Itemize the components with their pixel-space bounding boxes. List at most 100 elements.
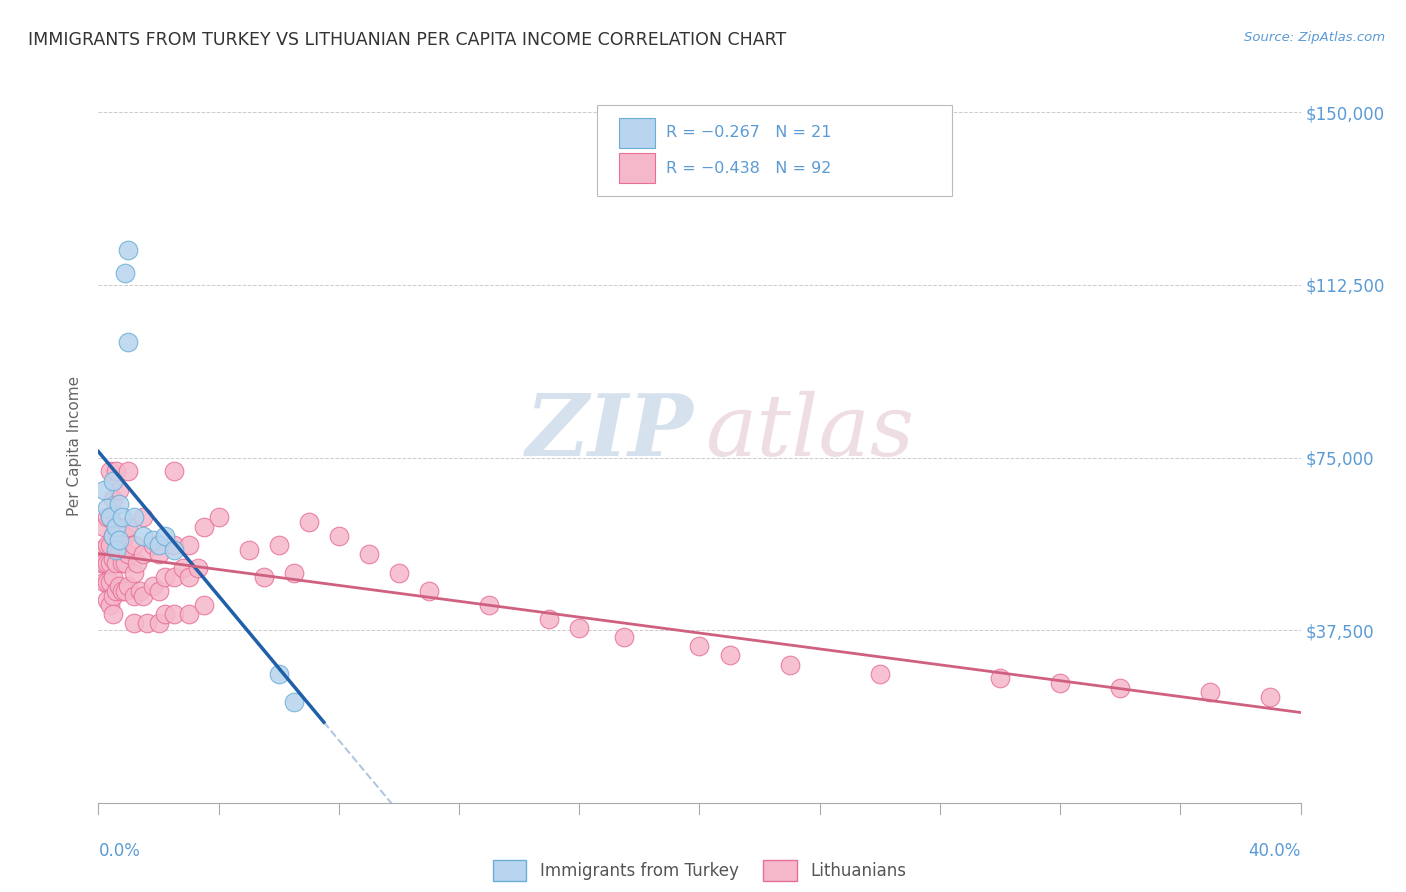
Text: ZIP: ZIP <box>526 390 693 474</box>
Point <box>117 464 139 478</box>
Point <box>96 574 118 589</box>
Text: 40.0%: 40.0% <box>1249 842 1301 860</box>
Point <box>148 584 170 599</box>
Point <box>162 538 184 552</box>
Point <box>127 557 149 571</box>
Point <box>114 584 136 599</box>
Point <box>141 579 163 593</box>
Bar <box>619 118 655 148</box>
Point <box>132 529 155 543</box>
Point <box>103 491 125 506</box>
Point <box>108 483 131 497</box>
Point <box>538 612 561 626</box>
Point <box>108 519 131 533</box>
Point <box>568 621 591 635</box>
Point <box>90 557 112 571</box>
Point <box>100 510 122 524</box>
Point <box>153 529 176 543</box>
Point <box>100 598 122 612</box>
FancyBboxPatch shape <box>598 105 952 196</box>
Point <box>117 335 139 350</box>
Point <box>117 579 139 593</box>
Point <box>117 519 139 533</box>
Point <box>418 584 440 599</box>
Legend: Immigrants from Turkey, Lithuanians: Immigrants from Turkey, Lithuanians <box>486 854 912 888</box>
Y-axis label: Per Capita Income: Per Capita Income <box>67 376 83 516</box>
Point <box>105 519 128 533</box>
Point <box>103 474 125 488</box>
Point <box>90 542 112 557</box>
Point <box>267 538 290 552</box>
Point <box>100 574 122 589</box>
Point <box>105 464 128 478</box>
Point <box>177 570 200 584</box>
Point <box>208 510 231 524</box>
Point <box>105 584 128 599</box>
Point <box>103 570 125 584</box>
Point <box>283 694 305 708</box>
Point <box>117 547 139 561</box>
Point <box>141 538 163 552</box>
Point <box>111 510 134 524</box>
Point <box>105 519 128 533</box>
Point <box>1049 676 1071 690</box>
Point <box>124 566 146 580</box>
Point <box>96 501 118 516</box>
Point <box>283 566 305 580</box>
Point <box>153 607 176 621</box>
Point <box>267 666 290 681</box>
Point <box>129 584 152 599</box>
Point <box>103 551 125 566</box>
Point <box>148 538 170 552</box>
Point <box>114 266 136 280</box>
Point <box>103 607 125 621</box>
Point <box>105 542 128 557</box>
Point <box>253 570 276 584</box>
Point <box>177 538 200 552</box>
Point <box>108 533 131 548</box>
Point <box>96 593 118 607</box>
Point <box>103 589 125 603</box>
Point <box>162 464 184 478</box>
Point <box>100 557 122 571</box>
Point <box>124 589 146 603</box>
Text: Source: ZipAtlas.com: Source: ZipAtlas.com <box>1244 31 1385 45</box>
Point <box>108 497 131 511</box>
Point <box>103 529 125 543</box>
Point <box>93 519 115 533</box>
Point <box>132 589 155 603</box>
Point <box>779 657 801 672</box>
Point <box>1109 681 1132 695</box>
Point <box>124 538 146 552</box>
Point <box>117 244 139 258</box>
Point <box>177 607 200 621</box>
Point <box>108 542 131 557</box>
Point <box>93 557 115 571</box>
Point <box>108 579 131 593</box>
Point <box>328 529 350 543</box>
Point <box>148 616 170 631</box>
Point <box>162 570 184 584</box>
Text: R = −0.438   N = 92: R = −0.438 N = 92 <box>666 161 831 176</box>
Text: 0.0%: 0.0% <box>98 842 141 860</box>
Text: atlas: atlas <box>706 391 915 473</box>
Point <box>111 533 134 548</box>
Point <box>869 666 891 681</box>
Point <box>93 574 115 589</box>
Point <box>1260 690 1282 704</box>
Point <box>96 538 118 552</box>
Point <box>357 547 380 561</box>
Point <box>718 648 741 663</box>
Point <box>141 533 163 548</box>
Point <box>238 542 260 557</box>
Point <box>298 515 321 529</box>
Point <box>613 630 636 644</box>
Point <box>988 672 1011 686</box>
Point <box>111 584 134 599</box>
Point <box>96 510 118 524</box>
Point <box>162 607 184 621</box>
Point <box>153 570 176 584</box>
Point <box>100 464 122 478</box>
Point <box>114 557 136 571</box>
Point <box>132 510 155 524</box>
